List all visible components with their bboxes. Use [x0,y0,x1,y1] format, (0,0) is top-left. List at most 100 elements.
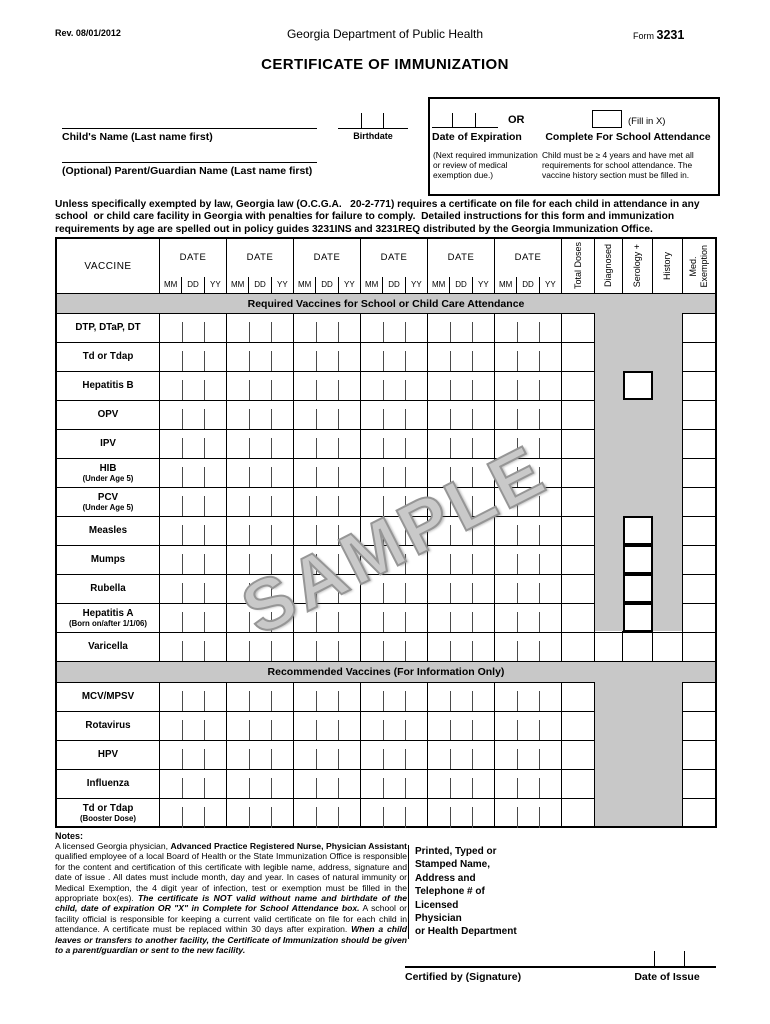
date-cell[interactable] [227,575,294,604]
date-cell[interactable] [361,430,428,459]
serology-box-mumps[interactable] [623,545,653,574]
serology-cell[interactable] [623,633,653,662]
date-cell[interactable] [428,575,495,604]
total-doses-cell[interactable] [562,459,595,488]
date-cell[interactable] [361,633,428,662]
date-cell[interactable] [294,633,361,662]
total-doses-cell[interactable] [562,372,595,401]
med-exemption-cell[interactable] [683,683,715,712]
date-cell[interactable] [495,343,562,372]
date-cell[interactable] [428,604,495,633]
serology-box-hepatitis-a[interactable] [623,603,653,632]
total-doses-cell[interactable] [562,517,595,546]
date-cell[interactable] [361,546,428,575]
med-exemption-cell[interactable] [683,770,715,799]
date-cell[interactable] [428,546,495,575]
date-cell[interactable] [294,712,361,741]
date-cell[interactable] [227,401,294,430]
date-cell[interactable] [495,799,562,828]
parent-name-field[interactable] [62,146,317,163]
date-cell[interactable] [294,517,361,546]
date-cell[interactable] [495,459,562,488]
date-cell[interactable] [495,517,562,546]
med-exemption-cell[interactable] [683,372,715,401]
med-exemption-cell[interactable] [683,459,715,488]
date-cell[interactable] [227,712,294,741]
date-cell[interactable] [361,683,428,712]
total-doses-cell[interactable] [562,741,595,770]
date-cell[interactable] [294,459,361,488]
date-cell[interactable] [495,770,562,799]
total-doses-cell[interactable] [562,314,595,343]
date-cell[interactable] [160,770,227,799]
date-cell[interactable] [361,741,428,770]
total-doses-cell[interactable] [562,712,595,741]
date-cell[interactable] [495,430,562,459]
date-cell[interactable] [495,488,562,517]
diagnosed-cell[interactable] [595,633,623,662]
date-cell[interactable] [160,517,227,546]
date-cell[interactable] [160,712,227,741]
total-doses-cell[interactable] [562,430,595,459]
med-exemption-cell[interactable] [683,430,715,459]
date-cell[interactable] [495,546,562,575]
date-cell[interactable] [160,430,227,459]
date-cell[interactable] [294,314,361,343]
history-cell[interactable] [653,633,683,662]
date-cell[interactable] [294,604,361,633]
date-cell[interactable] [227,604,294,633]
date-cell[interactable] [160,741,227,770]
date-cell[interactable] [361,770,428,799]
date-cell[interactable] [361,314,428,343]
date-cell[interactable] [428,712,495,741]
birthdate-field[interactable] [338,112,408,129]
date-cell[interactable] [160,343,227,372]
date-cell[interactable] [294,770,361,799]
total-doses-cell[interactable] [562,633,595,662]
date-cell[interactable] [160,546,227,575]
med-exemption-cell[interactable] [683,741,715,770]
date-cell[interactable] [227,546,294,575]
date-cell[interactable] [294,799,361,828]
total-doses-cell[interactable] [562,488,595,517]
med-exemption-cell[interactable] [683,517,715,546]
date-cell[interactable] [428,741,495,770]
school-attendance-checkbox[interactable] [592,110,622,128]
child-name-field[interactable] [62,112,317,129]
total-doses-cell[interactable] [562,683,595,712]
date-cell[interactable] [160,799,227,828]
date-cell[interactable] [428,343,495,372]
date-cell[interactable] [361,604,428,633]
date-cell[interactable] [227,372,294,401]
med-exemption-cell[interactable] [683,604,715,633]
serology-box-rubella[interactable] [623,574,653,603]
date-cell[interactable] [361,517,428,546]
date-cell[interactable] [294,401,361,430]
date-cell[interactable] [428,430,495,459]
date-cell[interactable] [227,517,294,546]
total-doses-cell[interactable] [562,546,595,575]
date-cell[interactable] [294,488,361,517]
date-cell[interactable] [160,372,227,401]
date-cell[interactable] [495,604,562,633]
date-cell[interactable] [495,401,562,430]
date-cell[interactable] [227,799,294,828]
med-exemption-cell[interactable] [683,799,715,828]
date-cell[interactable] [160,604,227,633]
date-cell[interactable] [495,372,562,401]
med-exemption-cell[interactable] [683,633,715,662]
total-doses-cell[interactable] [562,770,595,799]
serology-box-measles[interactable] [623,516,653,545]
date-cell[interactable] [361,372,428,401]
date-cell[interactable] [294,343,361,372]
total-doses-cell[interactable] [562,604,595,633]
date-cell[interactable] [227,770,294,799]
date-cell[interactable] [361,712,428,741]
med-exemption-cell[interactable] [683,575,715,604]
med-exemption-cell[interactable] [683,488,715,517]
date-cell[interactable] [495,314,562,343]
date-cell[interactable] [495,683,562,712]
expiration-date-field[interactable] [432,112,498,128]
med-exemption-cell[interactable] [683,343,715,372]
date-cell[interactable] [428,401,495,430]
